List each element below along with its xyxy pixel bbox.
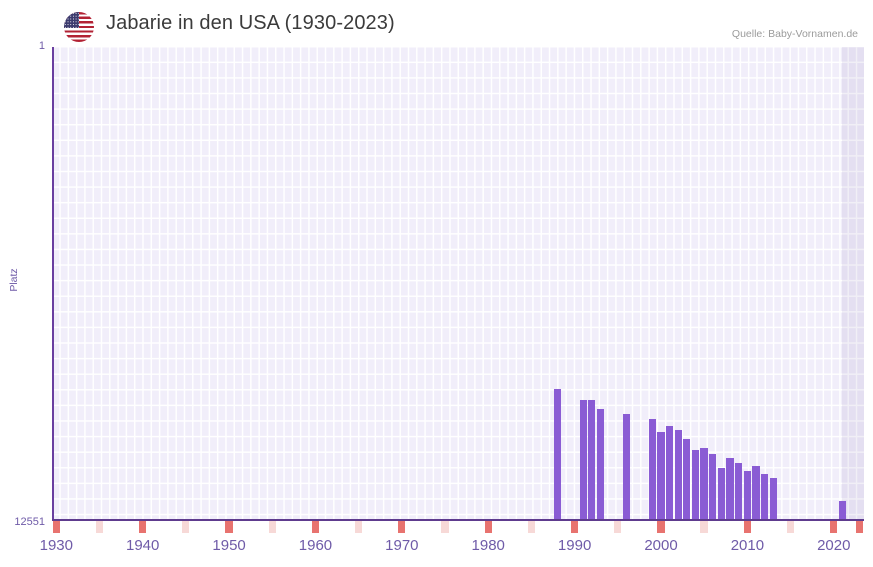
- x-axis-tick-2015: [786, 521, 795, 533]
- x-axis-tick-2020: [830, 521, 838, 533]
- x-axis-tick-1945: [182, 521, 190, 533]
- x-axis-label-1990: 1990: [557, 537, 592, 554]
- x-axis-label-1930: 1930: [39, 537, 73, 554]
- bar-series: [52, 47, 864, 519]
- x-axis-label-1960: 1960: [298, 537, 333, 554]
- x-axis-tick-2000: [657, 521, 665, 533]
- bar: [553, 389, 561, 519]
- bar: [700, 447, 708, 519]
- bar: [769, 478, 777, 519]
- x-axis-line: [52, 519, 864, 521]
- x-axis-tick-band: [52, 521, 864, 533]
- bar: [657, 432, 665, 519]
- bar: [683, 439, 691, 519]
- bar: [665, 425, 674, 519]
- bar: [838, 500, 846, 519]
- x-axis-tick-1960: [311, 521, 319, 533]
- plot-area: [52, 47, 864, 519]
- bar: [709, 454, 717, 519]
- x-axis-tick-1985: [527, 521, 535, 533]
- us-flag-icon: [64, 12, 94, 42]
- x-axis-tick-1990: [570, 521, 579, 533]
- x-axis-label-2020: 2020: [817, 537, 851, 554]
- grid-lines: [52, 47, 864, 519]
- x-axis-label-1940: 1940: [126, 537, 160, 554]
- x-axis-tick-1955: [268, 521, 276, 533]
- source-attribution: Quelle: Baby-Vornamen.de: [731, 28, 858, 40]
- x-axis-tick-1950: [225, 521, 233, 533]
- x-axis-tick-1975: [441, 521, 449, 533]
- bar: [743, 471, 751, 519]
- x-axis-label-2010: 2010: [730, 537, 765, 554]
- x-axis-tick-1965: [354, 521, 363, 533]
- bar: [588, 399, 596, 519]
- chart-header: Jabarie in den USA (1930-2023) Quelle: B…: [0, 0, 873, 47]
- x-axis-tick-1940: [138, 521, 147, 533]
- x-axis-tick-1935: [95, 521, 104, 533]
- bar: [622, 414, 630, 519]
- bar: [717, 467, 725, 519]
- page-title: Jabarie in den USA (1930-2023): [106, 12, 395, 34]
- bar: [596, 408, 605, 519]
- bar: [674, 430, 682, 519]
- x-axis-tick-1995: [614, 521, 622, 533]
- x-axis-tick-2023: [855, 521, 864, 533]
- y-axis-top-tick-label: 1: [38, 40, 45, 52]
- x-axis-tick-1930: [52, 521, 60, 533]
- x-axis-tick-labels: 1930 1940 1950 1960 1970 1980 1990 2000 2010 2020: [40, 537, 864, 561]
- bar: [691, 449, 700, 519]
- x-axis-tick-2005: [700, 521, 708, 533]
- bar: [735, 463, 743, 519]
- y-axis-title: Platz: [8, 268, 20, 292]
- flag-canton: [64, 12, 79, 28]
- y-axis-bottom-tick-label: 12551: [14, 516, 45, 528]
- x-axis-label-2000: 2000: [644, 537, 678, 554]
- y-axis-line: [52, 47, 54, 520]
- x-axis-label-1980: 1980: [471, 537, 505, 554]
- bar: [648, 418, 656, 519]
- bar: [726, 458, 734, 519]
- bar: [752, 465, 760, 519]
- x-axis-label-1970: 1970: [385, 537, 419, 554]
- x-axis-label-1950: 1950: [212, 537, 246, 554]
- bar: [579, 399, 587, 519]
- x-axis-tick-1980: [484, 521, 492, 533]
- flag-stars: [64, 12, 79, 28]
- x-axis-tick-2010: [743, 521, 751, 533]
- bar: [760, 473, 769, 519]
- x-axis-tick-1970: [398, 521, 406, 533]
